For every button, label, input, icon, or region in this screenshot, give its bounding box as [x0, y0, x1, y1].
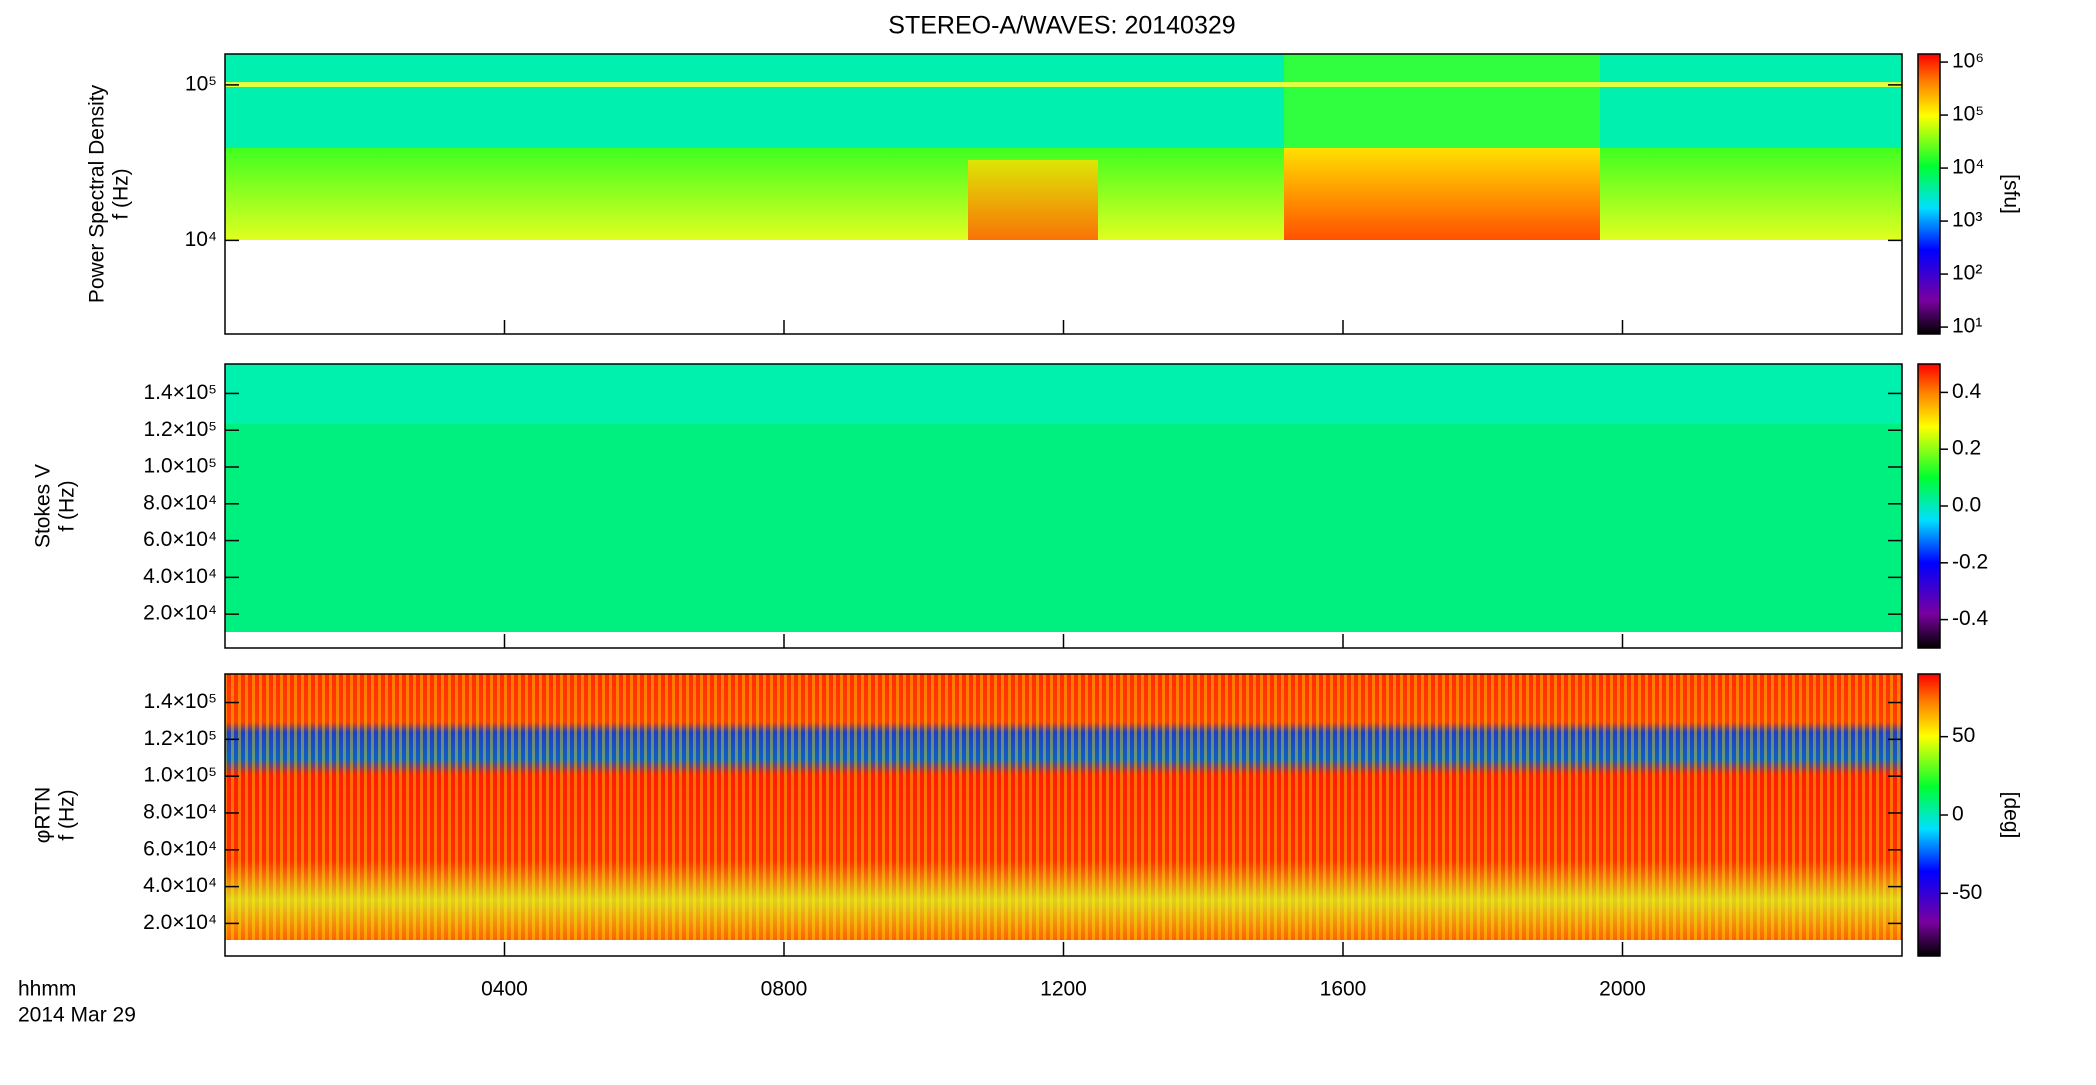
- colorbar-tick-label: 10¹: [1952, 315, 1982, 338]
- y-axis-label: f (Hz): [110, 168, 133, 219]
- colorbar: [1918, 674, 1940, 956]
- y-tick-label: 10⁵: [185, 72, 217, 95]
- y-tick-label: 2.0×10⁴: [143, 911, 217, 934]
- y-tick-label: 6.0×10⁴: [143, 528, 217, 551]
- colorbar: [1918, 54, 1940, 334]
- y-tick-label: 8.0×10⁴: [143, 801, 217, 824]
- colorbar: [1918, 364, 1940, 648]
- y-tick-label: 2.0×10⁴: [143, 602, 217, 625]
- colorbar-tick-label: 10⁴: [1952, 156, 1984, 179]
- x-tick-label: 0400: [481, 978, 528, 1001]
- y-axis-label: Power Spectral Density: [86, 84, 109, 303]
- y-tick-label: 4.0×10⁴: [143, 565, 217, 588]
- colorbar-tick-label: -50: [1952, 881, 1982, 904]
- heatmap-fill: [225, 54, 1902, 940]
- y-tick-label: 1.0×10⁵: [143, 764, 217, 787]
- chart-title: STEREO-A/WAVES: 20140329: [888, 12, 1235, 40]
- y-axis-label: f (Hz): [56, 480, 79, 531]
- y-tick-label: 6.0×10⁴: [143, 837, 217, 860]
- y-tick-label: 10⁴: [185, 228, 217, 251]
- colorbar-tick-label: 10⁶: [1952, 50, 1984, 73]
- date-label: 2014 Mar 29: [18, 1004, 136, 1027]
- x-axis-label: hhmm: [18, 978, 76, 1001]
- colorbar-tick-label: 0.4: [1952, 380, 1982, 403]
- x-tick-label: 1600: [1320, 978, 1367, 1001]
- y-tick-label: 1.2×10⁵: [143, 727, 217, 750]
- y-axis-label: φRTN: [32, 787, 55, 843]
- x-tick-label: 2000: [1599, 978, 1646, 1001]
- colorbar-tick-label: 10³: [1952, 209, 1982, 232]
- y-tick-label: 1.4×10⁵: [143, 381, 217, 404]
- y-tick-label: 1.2×10⁵: [143, 418, 217, 441]
- colorbar-tick-label: 50: [1952, 724, 1975, 747]
- y-tick-label: 4.0×10⁴: [143, 874, 217, 897]
- colorbar-tick-label: 0: [1952, 803, 1964, 826]
- y-tick-label: 1.0×10⁵: [143, 455, 217, 478]
- colorbar-tick-label: -0.4: [1952, 607, 1989, 630]
- colorbar-frame: [1917, 53, 1941, 335]
- colorbar-tick-label: 0.0: [1952, 494, 1981, 517]
- colorbar-tick-label: 10²: [1952, 262, 1982, 285]
- colorbar-tick-label: 0.2: [1952, 437, 1981, 460]
- colorbar-label: [deg]: [1999, 792, 2022, 839]
- x-tick-label: 0800: [761, 978, 808, 1001]
- x-tick-label: 1200: [1040, 978, 1087, 1001]
- colorbar-tick-label: 10⁵: [1952, 103, 1984, 126]
- y-tick-label: 8.0×10⁴: [143, 491, 217, 514]
- y-axis-label: f (Hz): [56, 789, 79, 840]
- y-axis-label: Stokes V: [32, 464, 55, 548]
- colorbar-label: [sfu]: [1999, 174, 2022, 214]
- y-tick-label: 1.4×10⁵: [143, 690, 217, 713]
- colorbar-tick-label: -0.2: [1952, 550, 1988, 573]
